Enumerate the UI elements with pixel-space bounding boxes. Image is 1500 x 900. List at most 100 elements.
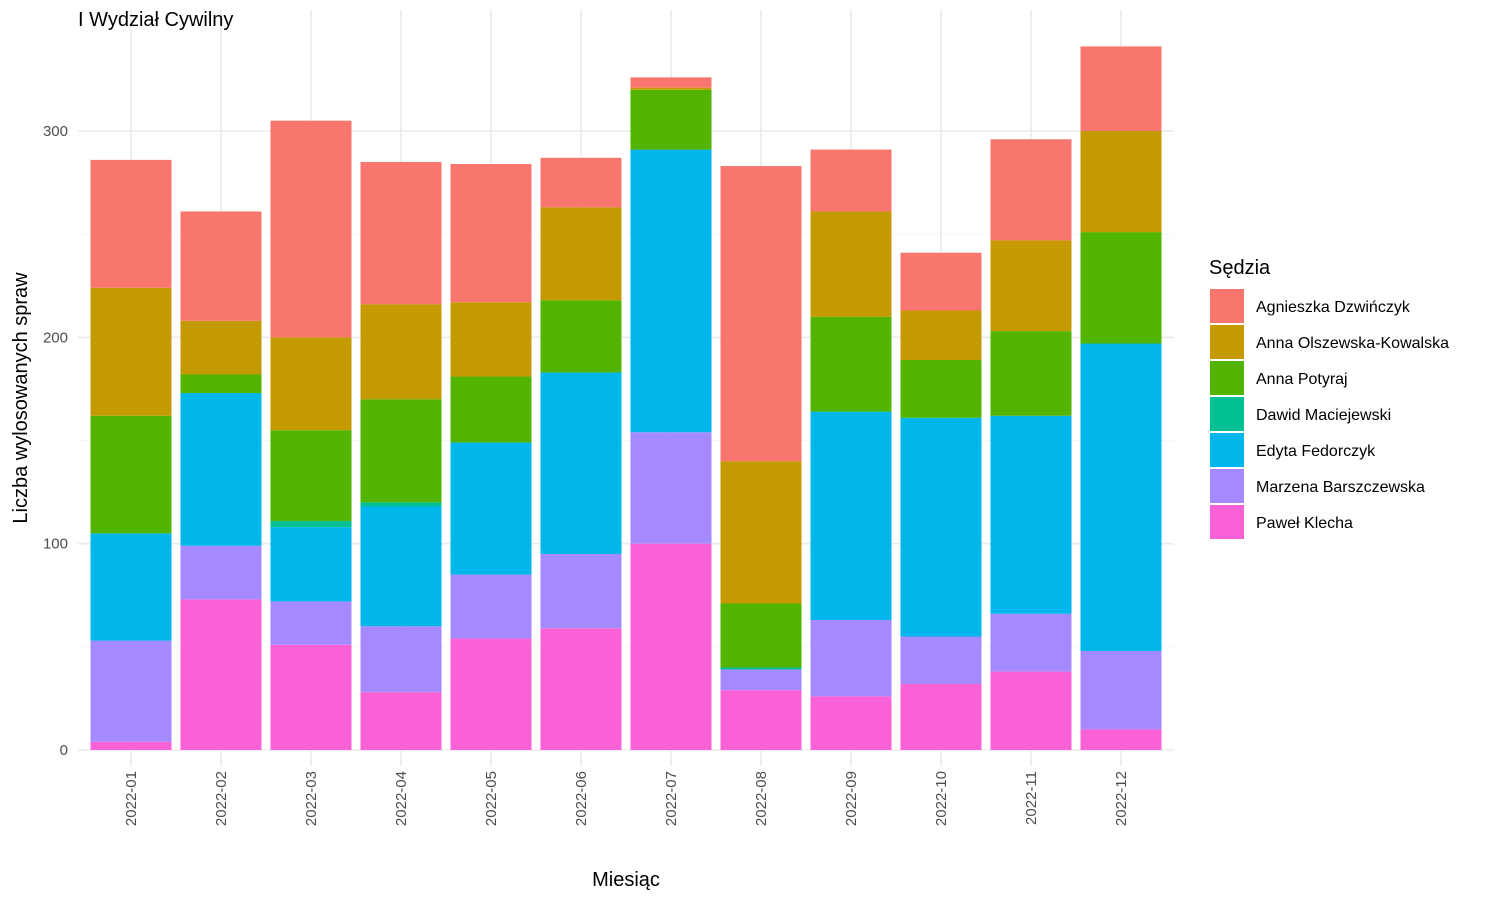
bar-segment: [540, 553, 622, 629]
legend-label: Anna Potyraj: [1256, 371, 1348, 388]
bar-segment: [1080, 729, 1162, 750]
bar-segment: [630, 89, 712, 150]
bar-segment: [270, 430, 352, 521]
bar-segment: [90, 640, 172, 742]
bar-segment: [630, 543, 712, 750]
y-axis-title: Liczba wylosowanych spraw: [10, 272, 32, 524]
bar-segment: [90, 741, 172, 750]
bar-segment: [450, 574, 532, 639]
bar-segment: [450, 376, 532, 443]
bar-segment: [180, 374, 262, 394]
bar-segment: [990, 331, 1072, 416]
bar-segment: [630, 87, 712, 90]
legend-swatch: [1210, 433, 1244, 467]
y-tick-label: 200: [43, 329, 68, 346]
bar-segment: [360, 692, 442, 750]
legend-label: Marzena Barszczewska: [1256, 479, 1425, 496]
bar-segment: [540, 372, 622, 554]
bar-segment: [900, 360, 982, 418]
bar-segment: [180, 545, 262, 600]
bar-segment: [810, 411, 892, 621]
legend-swatch: [1210, 325, 1244, 359]
bar-segment: [810, 696, 892, 750]
bar-segment: [630, 149, 712, 433]
bar-segment: [1080, 46, 1162, 131]
bar-segment: [810, 316, 892, 412]
bar-segment: [270, 337, 352, 431]
x-tick-label: 2022-03: [303, 771, 320, 826]
x-tick-label: 2022-07: [663, 771, 680, 826]
bar-segment: [990, 139, 1072, 241]
legend-swatch: [1210, 397, 1244, 431]
bar-segment: [540, 300, 622, 373]
bar-segment: [360, 506, 442, 627]
legend-title: Sędzia: [1209, 257, 1271, 279]
bar-segment: [450, 638, 532, 750]
bar-segment: [900, 417, 982, 637]
x-tick-label: 2022-04: [393, 771, 410, 826]
legend-items: Agnieszka Dzwińczyk Anna Olszewska-Kowals…: [1210, 289, 1449, 539]
legend-label: Paweł Klecha: [1256, 515, 1353, 532]
bar-segment: [270, 601, 352, 645]
legend: Sędzia Agnieszka Dzwińczyk Anna Olszewska…: [1209, 257, 1449, 539]
bar-segment: [180, 211, 262, 321]
bar-segment: [810, 620, 892, 697]
bar-segment: [450, 302, 532, 377]
x-axis-ticks: 2022-01 2022-02 2022-03 2022-04 2022-05 2022-…: [123, 771, 1130, 826]
bar-segment: [90, 159, 172, 288]
x-tick-label: 2022-06: [573, 771, 590, 826]
legend-label: Edyta Fedorczyk: [1256, 443, 1376, 460]
bar-segment: [990, 415, 1072, 614]
bar-segment: [540, 207, 622, 301]
legend-swatch: [1210, 289, 1244, 323]
bar-segment: [1080, 343, 1162, 651]
legend-label: Agnieszka Dzwińczyk: [1256, 299, 1411, 316]
bar-segment: [540, 157, 622, 208]
bar-segment: [270, 520, 352, 528]
bar-segment: [360, 399, 442, 503]
bar-segment: [720, 603, 802, 668]
bar-segment: [630, 77, 712, 88]
bar-segment: [180, 393, 262, 546]
bar-segment: [360, 502, 442, 507]
bar-segment: [990, 671, 1072, 750]
x-tick-label: 2022-09: [843, 771, 860, 826]
y-axis-ticks: 0 100 200 300: [43, 123, 68, 759]
x-tick-label: 2022-08: [753, 771, 770, 826]
chart-title: I Wydział Cywilny: [78, 9, 233, 31]
bar-segment: [1080, 131, 1162, 233]
bar-segment: [720, 461, 802, 604]
bar-segment: [180, 599, 262, 750]
bar-segment: [90, 415, 172, 534]
y-tick-label: 100: [43, 536, 68, 553]
bar-segment: [810, 211, 892, 317]
legend-label: Dawid Maciejewski: [1256, 407, 1391, 424]
bar-segment: [990, 613, 1072, 672]
bar-segment: [270, 527, 352, 602]
bar-segment: [1080, 232, 1162, 344]
bar-segment: [270, 120, 352, 338]
bar-segment: [450, 164, 532, 303]
bar-segment: [720, 166, 802, 462]
x-tick-label: 2022-10: [933, 771, 950, 826]
bar-segment: [90, 533, 172, 641]
bar-segment: [90, 287, 172, 416]
x-tick-label: 2022-02: [213, 771, 230, 826]
legend-swatch: [1210, 361, 1244, 395]
bar-segment: [810, 149, 892, 212]
x-axis-title: Miesiąc: [592, 869, 660, 891]
legend-label: Anna Olszewska-Kowalska: [1256, 335, 1449, 352]
bar-segment: [180, 320, 262, 375]
bar-segment: [990, 240, 1072, 332]
bar-segment: [900, 683, 982, 750]
bar-segment: [360, 626, 442, 693]
legend-swatch: [1210, 505, 1244, 539]
x-tick-label: 2022-11: [1023, 771, 1040, 825]
bars-layer: [90, 46, 1162, 750]
legend-swatch: [1210, 469, 1244, 503]
bar-segment: [630, 432, 712, 544]
x-tick-label: 2022-12: [1113, 771, 1130, 826]
bar-segment: [1080, 650, 1162, 730]
bar-segment: [360, 304, 442, 400]
